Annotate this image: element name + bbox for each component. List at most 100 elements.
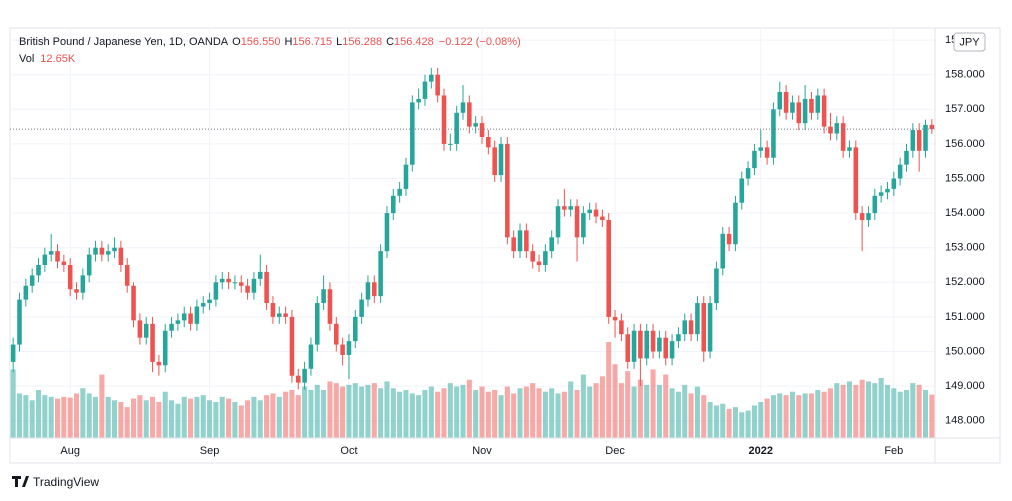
candle-body xyxy=(923,124,928,151)
volume-bar xyxy=(118,402,124,438)
volume-bar xyxy=(352,383,358,438)
c-label: C xyxy=(386,36,394,48)
volume-bar xyxy=(137,395,143,438)
l-value: 156.288 xyxy=(342,36,382,48)
volume-bar xyxy=(821,391,827,438)
volume-bar xyxy=(840,384,846,438)
volume-bar xyxy=(485,391,491,438)
volume-bar xyxy=(340,386,346,438)
volume-bar xyxy=(264,395,270,438)
volume-bar xyxy=(644,384,650,438)
candle-body xyxy=(207,299,212,304)
volume-bar xyxy=(770,395,776,438)
volume-bar xyxy=(865,381,872,438)
candle-body xyxy=(99,247,105,255)
candle-body xyxy=(257,271,263,279)
candle-body xyxy=(859,213,865,221)
candle-body xyxy=(524,230,529,252)
candle-body xyxy=(530,251,535,262)
candle-body xyxy=(321,289,326,304)
volume-bar xyxy=(884,384,891,438)
y-tick-label: 153.000 xyxy=(945,242,985,254)
candle-body xyxy=(853,147,859,214)
currency[interactable]: JPY xyxy=(959,36,980,48)
volume-bar xyxy=(200,395,206,438)
candle-body xyxy=(581,213,586,238)
candle-body xyxy=(587,209,592,214)
x-tick-label: Dec xyxy=(605,445,625,457)
x-tick-label: 2022 xyxy=(749,445,773,457)
candle-body xyxy=(878,192,884,196)
volume-bar xyxy=(542,391,548,438)
volume-bar xyxy=(409,393,415,438)
volume-bar xyxy=(549,388,555,438)
candle-body xyxy=(403,164,409,189)
candle-body xyxy=(93,247,98,255)
volume-bar xyxy=(346,384,352,438)
volume-bar xyxy=(390,388,396,438)
candle-body xyxy=(840,123,846,151)
volume-bar xyxy=(270,393,276,438)
candle-body xyxy=(276,313,282,317)
footer-brand[interactable]: TradingView xyxy=(33,475,99,489)
volume-bar xyxy=(10,369,16,438)
volume-legend: Vol 12.65K xyxy=(19,53,76,65)
candle-body xyxy=(505,143,510,238)
volume-bar xyxy=(257,400,263,438)
candle-body xyxy=(619,320,624,335)
x-tick-label: Nov xyxy=(472,445,492,457)
volume-bar xyxy=(35,390,42,438)
candle-body xyxy=(245,285,250,293)
candle-body xyxy=(42,254,48,266)
y-tick-label: 156.000 xyxy=(945,138,985,150)
candle-body xyxy=(365,282,371,300)
candle-body xyxy=(353,316,358,342)
x-tick-label: Oct xyxy=(340,445,357,457)
volume-bar xyxy=(378,388,384,438)
volume-bar xyxy=(745,410,751,438)
candle-body xyxy=(340,344,345,355)
candle-body xyxy=(200,303,206,307)
candle-body xyxy=(29,275,35,286)
candle-body xyxy=(384,213,390,252)
candle-body xyxy=(251,278,257,293)
volume-bar xyxy=(903,390,910,438)
volume-bar xyxy=(910,383,916,438)
candle-body xyxy=(885,188,890,193)
candle-body xyxy=(707,303,713,352)
volume-bar xyxy=(631,386,637,438)
volume-bar xyxy=(815,390,821,438)
candle-body xyxy=(48,251,54,255)
currency-badge[interactable] xyxy=(953,32,986,52)
volume-bar xyxy=(441,388,447,438)
volume-bar xyxy=(314,384,320,438)
candle-body xyxy=(10,344,16,362)
volume-bar xyxy=(105,396,111,438)
volume-bar xyxy=(207,400,213,438)
volume-bar xyxy=(555,393,561,438)
volume-bar xyxy=(922,390,929,438)
volume-bar xyxy=(359,386,365,438)
candle-body xyxy=(467,102,472,127)
volume-bar xyxy=(606,342,612,438)
volume-bar xyxy=(308,390,314,438)
volume-bar xyxy=(232,402,238,438)
volume-bar xyxy=(169,400,175,438)
candle-body xyxy=(872,195,878,214)
volume-bar xyxy=(365,384,371,438)
candle-body xyxy=(429,74,434,82)
candle-body xyxy=(143,323,149,338)
candle-body xyxy=(821,95,827,127)
candle-body xyxy=(194,306,200,324)
volume-bar xyxy=(226,398,232,438)
volume-bar xyxy=(498,395,504,438)
candle-body xyxy=(36,265,41,276)
y-tick-label: 151.000 xyxy=(945,311,985,323)
candle-body xyxy=(777,92,783,110)
candle-body xyxy=(783,92,789,113)
volume-bar xyxy=(283,391,289,438)
volume-bar xyxy=(897,391,903,438)
volume-bar xyxy=(327,381,333,438)
logo-icon xyxy=(12,476,29,487)
